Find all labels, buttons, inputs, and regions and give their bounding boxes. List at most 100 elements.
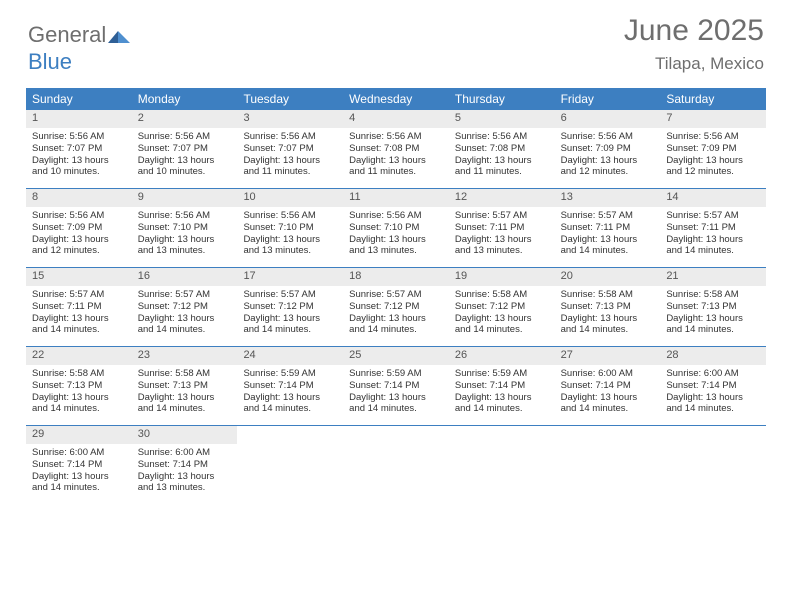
location-label: Tilapa, Mexico [655,54,764,74]
sunrise-line: Sunrise: 6:00 AM [666,368,760,380]
day-number: 24 [237,347,343,365]
day-number: 23 [132,347,238,365]
day-number: 16 [132,268,238,286]
calendar-cell: 17Sunrise: 5:57 AMSunset: 7:12 PMDayligh… [237,268,343,346]
calendar-cell: 4Sunrise: 5:56 AMSunset: 7:08 PMDaylight… [343,110,449,188]
day-number: 2 [132,110,238,128]
day-body: Sunrise: 5:58 AMSunset: 7:12 PMDaylight:… [449,286,555,343]
calendar-cell: 1Sunrise: 5:56 AMSunset: 7:07 PMDaylight… [26,110,132,188]
sunrise-line: Sunrise: 5:56 AM [561,131,655,143]
sunrise-line: Sunrise: 5:56 AM [349,131,443,143]
calendar-cell [449,426,555,504]
day-body: Sunrise: 5:56 AMSunset: 7:09 PMDaylight:… [26,207,132,264]
sunrise-line: Sunrise: 5:56 AM [32,210,126,222]
day-header: Friday [555,88,661,110]
calendar-cell: 11Sunrise: 5:56 AMSunset: 7:10 PMDayligh… [343,189,449,267]
day-number: 5 [449,110,555,128]
sunrise-line: Sunrise: 5:56 AM [455,131,549,143]
calendar-cell [237,426,343,504]
sunset-line: Sunset: 7:11 PM [561,222,655,234]
sunset-line: Sunset: 7:14 PM [243,380,337,392]
calendar: Sunday Monday Tuesday Wednesday Thursday… [26,88,766,504]
calendar-cell: 12Sunrise: 5:57 AMSunset: 7:11 PMDayligh… [449,189,555,267]
day-header: Saturday [660,88,766,110]
sunrise-line: Sunrise: 5:58 AM [666,289,760,301]
daylight-line: Daylight: 13 hours and 14 minutes. [666,313,760,337]
calendar-cell: 6 Sunrise: 5:56 AMSunset: 7:09 PMDaylight… [555,110,661,188]
sunrise-line: Sunrise: 6:00 AM [561,368,655,380]
daylight-line: Daylight: 13 hours and 12 minutes. [666,155,760,179]
sunrise-line: Sunrise: 5:58 AM [138,368,232,380]
calendar-body: 1Sunrise: 5:56 AMSunset: 7:07 PMDaylight… [26,110,766,504]
sunrise-line: Sunrise: 5:59 AM [455,368,549,380]
day-number: 22 [26,347,132,365]
sunrise-line: Sunrise: 5:56 AM [349,210,443,222]
sunset-line: Sunset: 7:13 PM [32,380,126,392]
daylight-line: Daylight: 13 hours and 12 minutes. [32,234,126,258]
day-number: 25 [343,347,449,365]
daylight-line: Daylight: 13 hours and 14 minutes. [561,234,655,258]
daylight-line: Daylight: 13 hours and 14 minutes. [243,392,337,416]
sunset-line: Sunset: 7:14 PM [666,380,760,392]
calendar-cell [660,426,766,504]
day-number: 11 [343,189,449,207]
day-number: 6 [555,110,661,128]
daylight-line: Daylight: 13 hours and 14 minutes. [349,392,443,416]
sunset-line: Sunset: 7:09 PM [32,222,126,234]
calendar-cell: 14Sunrise: 5:57 AMSunset: 7:11 PMDayligh… [660,189,766,267]
calendar-cell: 9Sunrise: 5:56 AMSunset: 7:10 PMDaylight… [132,189,238,267]
daylight-line: Daylight: 13 hours and 14 minutes. [666,392,760,416]
calendar-row: 15Sunrise: 5:57 AMSunset: 7:11 PMDayligh… [26,267,766,346]
sunset-line: Sunset: 7:12 PM [243,301,337,313]
sunset-line: Sunset: 7:12 PM [455,301,549,313]
sunrise-line: Sunrise: 6:00 AM [138,447,232,459]
logo-text-1: General [28,22,106,47]
sunset-line: Sunset: 7:10 PM [349,222,443,234]
day-body: Sunrise: 5:56 AMSunset: 7:10 PMDaylight:… [132,207,238,264]
sunrise-line: Sunrise: 5:57 AM [666,210,760,222]
logo: General Blue [28,22,132,75]
calendar-cell [555,426,661,504]
header: General Blue June 2025 Tilapa, Mexico [0,0,792,88]
day-number: 21 [660,268,766,286]
daylight-line: Daylight: 13 hours and 14 minutes. [561,392,655,416]
calendar-cell: 21Sunrise: 5:58 AMSunset: 7:13 PMDayligh… [660,268,766,346]
sunset-line: Sunset: 7:10 PM [243,222,337,234]
sunrise-line: Sunrise: 5:56 AM [32,131,126,143]
day-body: Sunrise: 5:57 AMSunset: 7:11 PMDaylight:… [26,286,132,343]
calendar-cell: 30Sunrise: 6:00 AMSunset: 7:14 PMDayligh… [132,426,238,504]
daylight-line: Daylight: 13 hours and 14 minutes. [138,313,232,337]
sunset-line: Sunset: 7:13 PM [138,380,232,392]
daylight-line: Daylight: 13 hours and 13 minutes. [138,471,232,495]
daylight-line: Daylight: 13 hours and 11 minutes. [349,155,443,179]
sunset-line: Sunset: 7:13 PM [561,301,655,313]
day-number: 27 [555,347,661,365]
calendar-row: 29Sunrise: 6:00 AMSunset: 7:14 PMDayligh… [26,425,766,504]
day-body: Sunrise: 5:56 AMSunset: 7:08 PMDaylight:… [343,128,449,185]
sunset-line: Sunset: 7:14 PM [455,380,549,392]
sunset-line: Sunset: 7:11 PM [455,222,549,234]
calendar-cell: 13Sunrise: 5:57 AMSunset: 7:11 PMDayligh… [555,189,661,267]
day-number: 13 [555,189,661,207]
sunset-line: Sunset: 7:10 PM [138,222,232,234]
sunrise-line: Sunrise: 5:57 AM [32,289,126,301]
sunrise-line: Sunrise: 5:56 AM [666,131,760,143]
calendar-row: 8Sunrise: 5:56 AMSunset: 7:09 PMDaylight… [26,188,766,267]
sunset-line: Sunset: 7:09 PM [561,143,655,155]
day-number: 29 [26,426,132,444]
day-body: Sunrise: 5:58 AMSunset: 7:13 PMDaylight:… [132,365,238,422]
calendar-cell: 16Sunrise: 5:57 AMSunset: 7:12 PMDayligh… [132,268,238,346]
daylight-line: Daylight: 13 hours and 12 minutes. [561,155,655,179]
calendar-cell: 28Sunrise: 6:00 AMSunset: 7:14 PMDayligh… [660,347,766,425]
day-number: 15 [26,268,132,286]
sunrise-line: Sunrise: 5:58 AM [455,289,549,301]
day-body: Sunrise: 5:56 AMSunset: 7:07 PMDaylight:… [237,128,343,185]
sunset-line: Sunset: 7:14 PM [349,380,443,392]
day-body: Sunrise: 6:00 AMSunset: 7:14 PMDaylight:… [132,444,238,501]
day-body: Sunrise: 5:59 AMSunset: 7:14 PMDaylight:… [449,365,555,422]
sunrise-line: Sunrise: 5:58 AM [32,368,126,380]
day-body: Sunrise: 5:57 AMSunset: 7:11 PMDaylight:… [555,207,661,264]
sunset-line: Sunset: 7:07 PM [32,143,126,155]
day-number: 26 [449,347,555,365]
daylight-line: Daylight: 13 hours and 14 minutes. [666,234,760,258]
